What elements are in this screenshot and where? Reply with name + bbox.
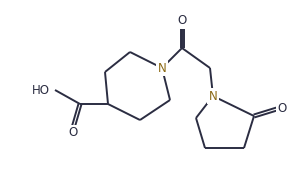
Text: N: N <box>209 90 217 102</box>
Text: O: O <box>277 102 287 115</box>
Text: O: O <box>68 127 78 140</box>
Text: N: N <box>158 61 166 74</box>
Text: HO: HO <box>32 83 50 96</box>
Text: O: O <box>177 14 187 27</box>
